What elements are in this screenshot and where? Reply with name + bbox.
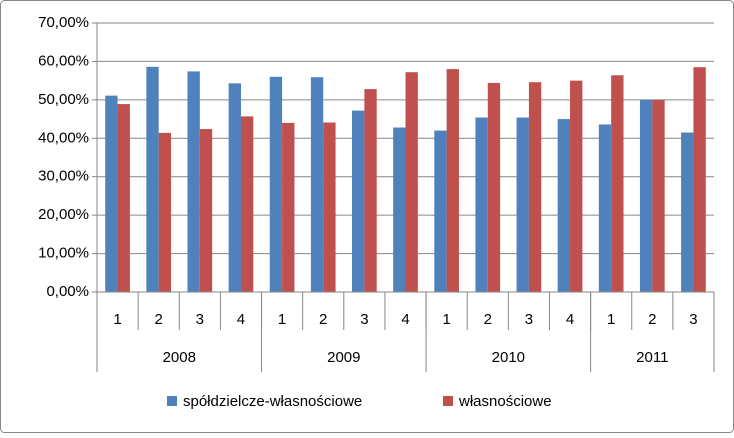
y-tick-label: 50,00% [38, 91, 89, 108]
x-tick-label: 4 [566, 311, 574, 328]
x-tick-label: 3 [525, 311, 533, 328]
legend-label: spółdzielcze-własnościowe [183, 393, 362, 410]
bar [323, 122, 336, 292]
group-label: 2010 [492, 349, 525, 366]
bar [199, 129, 213, 292]
group-label: 2009 [327, 349, 360, 366]
bar [639, 99, 653, 292]
bar [146, 66, 159, 293]
bar [681, 132, 694, 292]
bar [228, 83, 241, 292]
bar [557, 119, 571, 292]
bar [475, 117, 488, 292]
bar [158, 132, 172, 292]
bar [528, 82, 542, 293]
bar [105, 95, 118, 292]
bar [269, 76, 283, 292]
group-label: 2008 [163, 349, 196, 366]
legend-swatch [443, 396, 453, 406]
bar [364, 89, 377, 293]
x-tick-label: 2 [155, 311, 163, 328]
bar [598, 124, 612, 292]
bar [352, 110, 365, 292]
group-label: 2011 [636, 349, 668, 366]
legend-label: własnościowe [458, 393, 552, 410]
bar [187, 71, 200, 292]
x-tick-label: 1 [113, 311, 121, 328]
x-tick-label: 3 [360, 311, 368, 328]
bar [570, 80, 583, 293]
y-tick-label: 40,00% [38, 129, 89, 146]
y-tick-label: 0,00% [46, 283, 89, 300]
bar [405, 72, 418, 292]
bar [693, 67, 706, 292]
bar [282, 122, 295, 293]
bar [310, 77, 324, 292]
bar [434, 130, 447, 292]
x-tick-label: 3 [196, 311, 204, 328]
x-tick-label: 1 [442, 311, 450, 328]
y-tick-label: 30,00% [38, 168, 89, 185]
bar [516, 117, 529, 292]
y-tick-label: 70,00% [38, 14, 89, 31]
bar [652, 99, 665, 292]
x-tick-label: 2 [648, 311, 656, 328]
bar [117, 104, 130, 292]
bar [240, 116, 254, 292]
x-tick-label: 2 [484, 311, 492, 328]
x-tick-label: 4 [401, 311, 409, 328]
y-tick-label: 20,00% [38, 206, 89, 223]
x-tick-label: 1 [607, 311, 615, 328]
y-tick-label: 10,00% [38, 245, 89, 262]
x-tick-label: 1 [278, 311, 286, 328]
x-tick-label: 4 [237, 311, 245, 328]
legend-swatch [167, 396, 177, 406]
bar [487, 82, 501, 292]
x-tick-label: 3 [689, 311, 697, 328]
bar [446, 69, 459, 292]
bar [393, 127, 406, 292]
bar [611, 75, 624, 293]
x-tick-label: 2 [319, 311, 327, 328]
y-tick-label: 60,00% [38, 52, 89, 69]
